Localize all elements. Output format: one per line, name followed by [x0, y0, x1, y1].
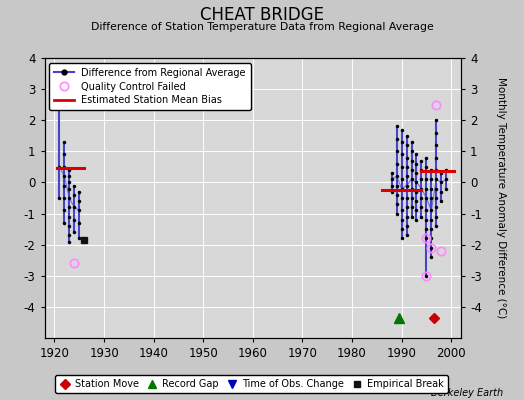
Y-axis label: Monthly Temperature Anomaly Difference (°C): Monthly Temperature Anomaly Difference (… — [496, 77, 506, 319]
Legend: Difference from Regional Average, Quality Control Failed, Estimated Station Mean: Difference from Regional Average, Qualit… — [49, 63, 251, 110]
Text: Berkeley Earth: Berkeley Earth — [431, 388, 503, 398]
Text: CHEAT BRIDGE: CHEAT BRIDGE — [200, 6, 324, 24]
Text: Difference of Station Temperature Data from Regional Average: Difference of Station Temperature Data f… — [91, 22, 433, 32]
Legend: Station Move, Record Gap, Time of Obs. Change, Empirical Break: Station Move, Record Gap, Time of Obs. C… — [55, 375, 448, 393]
